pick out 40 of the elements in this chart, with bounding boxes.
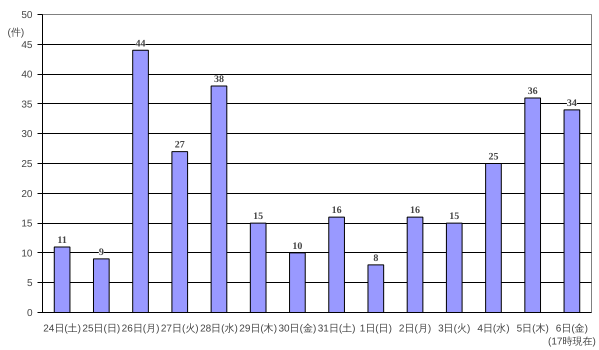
- x-tick-label: 1日(日): [360, 324, 392, 334]
- x-tick-label: 6日(金) (17時現在): [548, 322, 596, 348]
- data-label: 34: [566, 98, 577, 109]
- x-tick-label: 27日(火): [160, 322, 199, 334]
- data-label: 44: [136, 38, 146, 50]
- y-tick-label: 0: [26, 308, 33, 319]
- data-label: 25: [488, 152, 498, 162]
- x-tick-label: 3日(火): [438, 322, 470, 334]
- data-label: 15: [449, 211, 460, 222]
- y-tick-label: 15: [21, 218, 33, 230]
- y-axis-title: (件): [8, 28, 24, 38]
- x-tick-label: 4日(水): [477, 322, 510, 334]
- data-label: 36: [528, 86, 538, 97]
- y-tick-label: 40: [21, 70, 33, 81]
- data-label: 8: [373, 252, 378, 264]
- x-tick-label: 5日(木): [516, 322, 549, 334]
- data-label: 10: [292, 240, 302, 252]
- y-tick-label: 35: [21, 99, 33, 110]
- x-tick-label: 30日(金): [278, 322, 316, 334]
- data-label: 38: [214, 74, 224, 86]
- data-label: 15: [253, 211, 264, 222]
- x-tick-label: 24日(土): [43, 322, 82, 334]
- y-tick-label: 50: [21, 10, 33, 21]
- y-tick-label: 30: [21, 129, 33, 140]
- x-tick-label: 25日(日): [82, 324, 120, 334]
- data-label: 16: [332, 205, 342, 216]
- x-tick-label: 2日(月): [398, 324, 432, 334]
- x-tick-label: 31日(土): [318, 322, 356, 334]
- y-tick-label: 25: [21, 159, 33, 170]
- x-tick-label: 26日(月): [122, 324, 160, 334]
- y-tick-label: 45: [21, 40, 33, 51]
- y-tick-label: 5: [26, 278, 33, 290]
- data-label: 16: [410, 205, 420, 216]
- x-tick-label: 29日(木): [239, 322, 278, 334]
- data-label: 11: [57, 234, 67, 246]
- x-tick-label: 28日(水): [200, 322, 238, 334]
- data-label: 27: [174, 140, 185, 151]
- data-label: 9: [98, 246, 104, 258]
- y-tick-label: 20: [21, 188, 33, 200]
- y-tick-label: 10: [21, 248, 33, 260]
